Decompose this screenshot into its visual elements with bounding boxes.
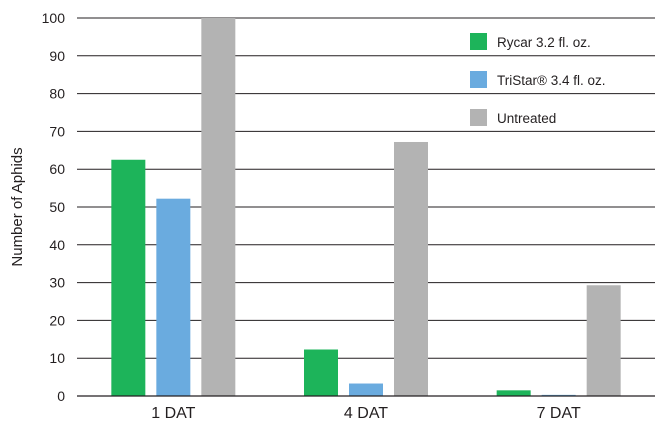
bar-1-1 bbox=[111, 159, 146, 396]
bar-3-2 bbox=[394, 141, 428, 396]
x-category-label: 7 DAT bbox=[537, 405, 581, 422]
y-tick-labels: 0 10 20 30 40 50 60 70 80 90 100 bbox=[42, 10, 66, 404]
y-tick-label: 20 bbox=[49, 312, 65, 328]
bar-2-2 bbox=[349, 383, 383, 396]
y-tick-label: 10 bbox=[49, 350, 65, 366]
y-tick-label: 70 bbox=[49, 123, 65, 139]
legend-label: Rycar 3.2 fl. oz. bbox=[497, 35, 591, 50]
bar-3-3 bbox=[586, 285, 621, 396]
legend-swatch bbox=[470, 33, 487, 50]
x-category-label: 4 DAT bbox=[344, 405, 388, 422]
x-category-label: 1 DAT bbox=[151, 405, 195, 422]
legend-swatch bbox=[470, 71, 487, 88]
legend-swatch bbox=[470, 109, 487, 126]
legend-label: Untreated bbox=[497, 111, 556, 126]
y-tick-label: 80 bbox=[49, 86, 65, 102]
bars bbox=[111, 18, 621, 396]
legend-label: TriStar® 3.4 fl. oz. bbox=[497, 73, 605, 88]
y-tick-label: 50 bbox=[49, 199, 65, 215]
y-tick-label: 0 bbox=[57, 388, 65, 404]
bar-3-1 bbox=[201, 18, 236, 396]
legend: Rycar 3.2 fl. oz. TriStar® 3.4 fl. oz. Unt… bbox=[470, 33, 605, 126]
bar-1-3 bbox=[496, 390, 531, 396]
x-category-labels: 1 DAT 4 DAT 7 DAT bbox=[151, 405, 581, 422]
y-tick-label: 90 bbox=[49, 48, 65, 64]
y-axis-title: Number of Aphids bbox=[9, 147, 26, 266]
bar-2-1 bbox=[156, 198, 191, 396]
y-tick-label: 60 bbox=[49, 161, 65, 177]
bar-1-2 bbox=[304, 349, 338, 396]
y-tick-label: 100 bbox=[42, 10, 66, 26]
y-tick-label: 40 bbox=[49, 237, 65, 253]
y-tick-label: 30 bbox=[49, 275, 65, 291]
